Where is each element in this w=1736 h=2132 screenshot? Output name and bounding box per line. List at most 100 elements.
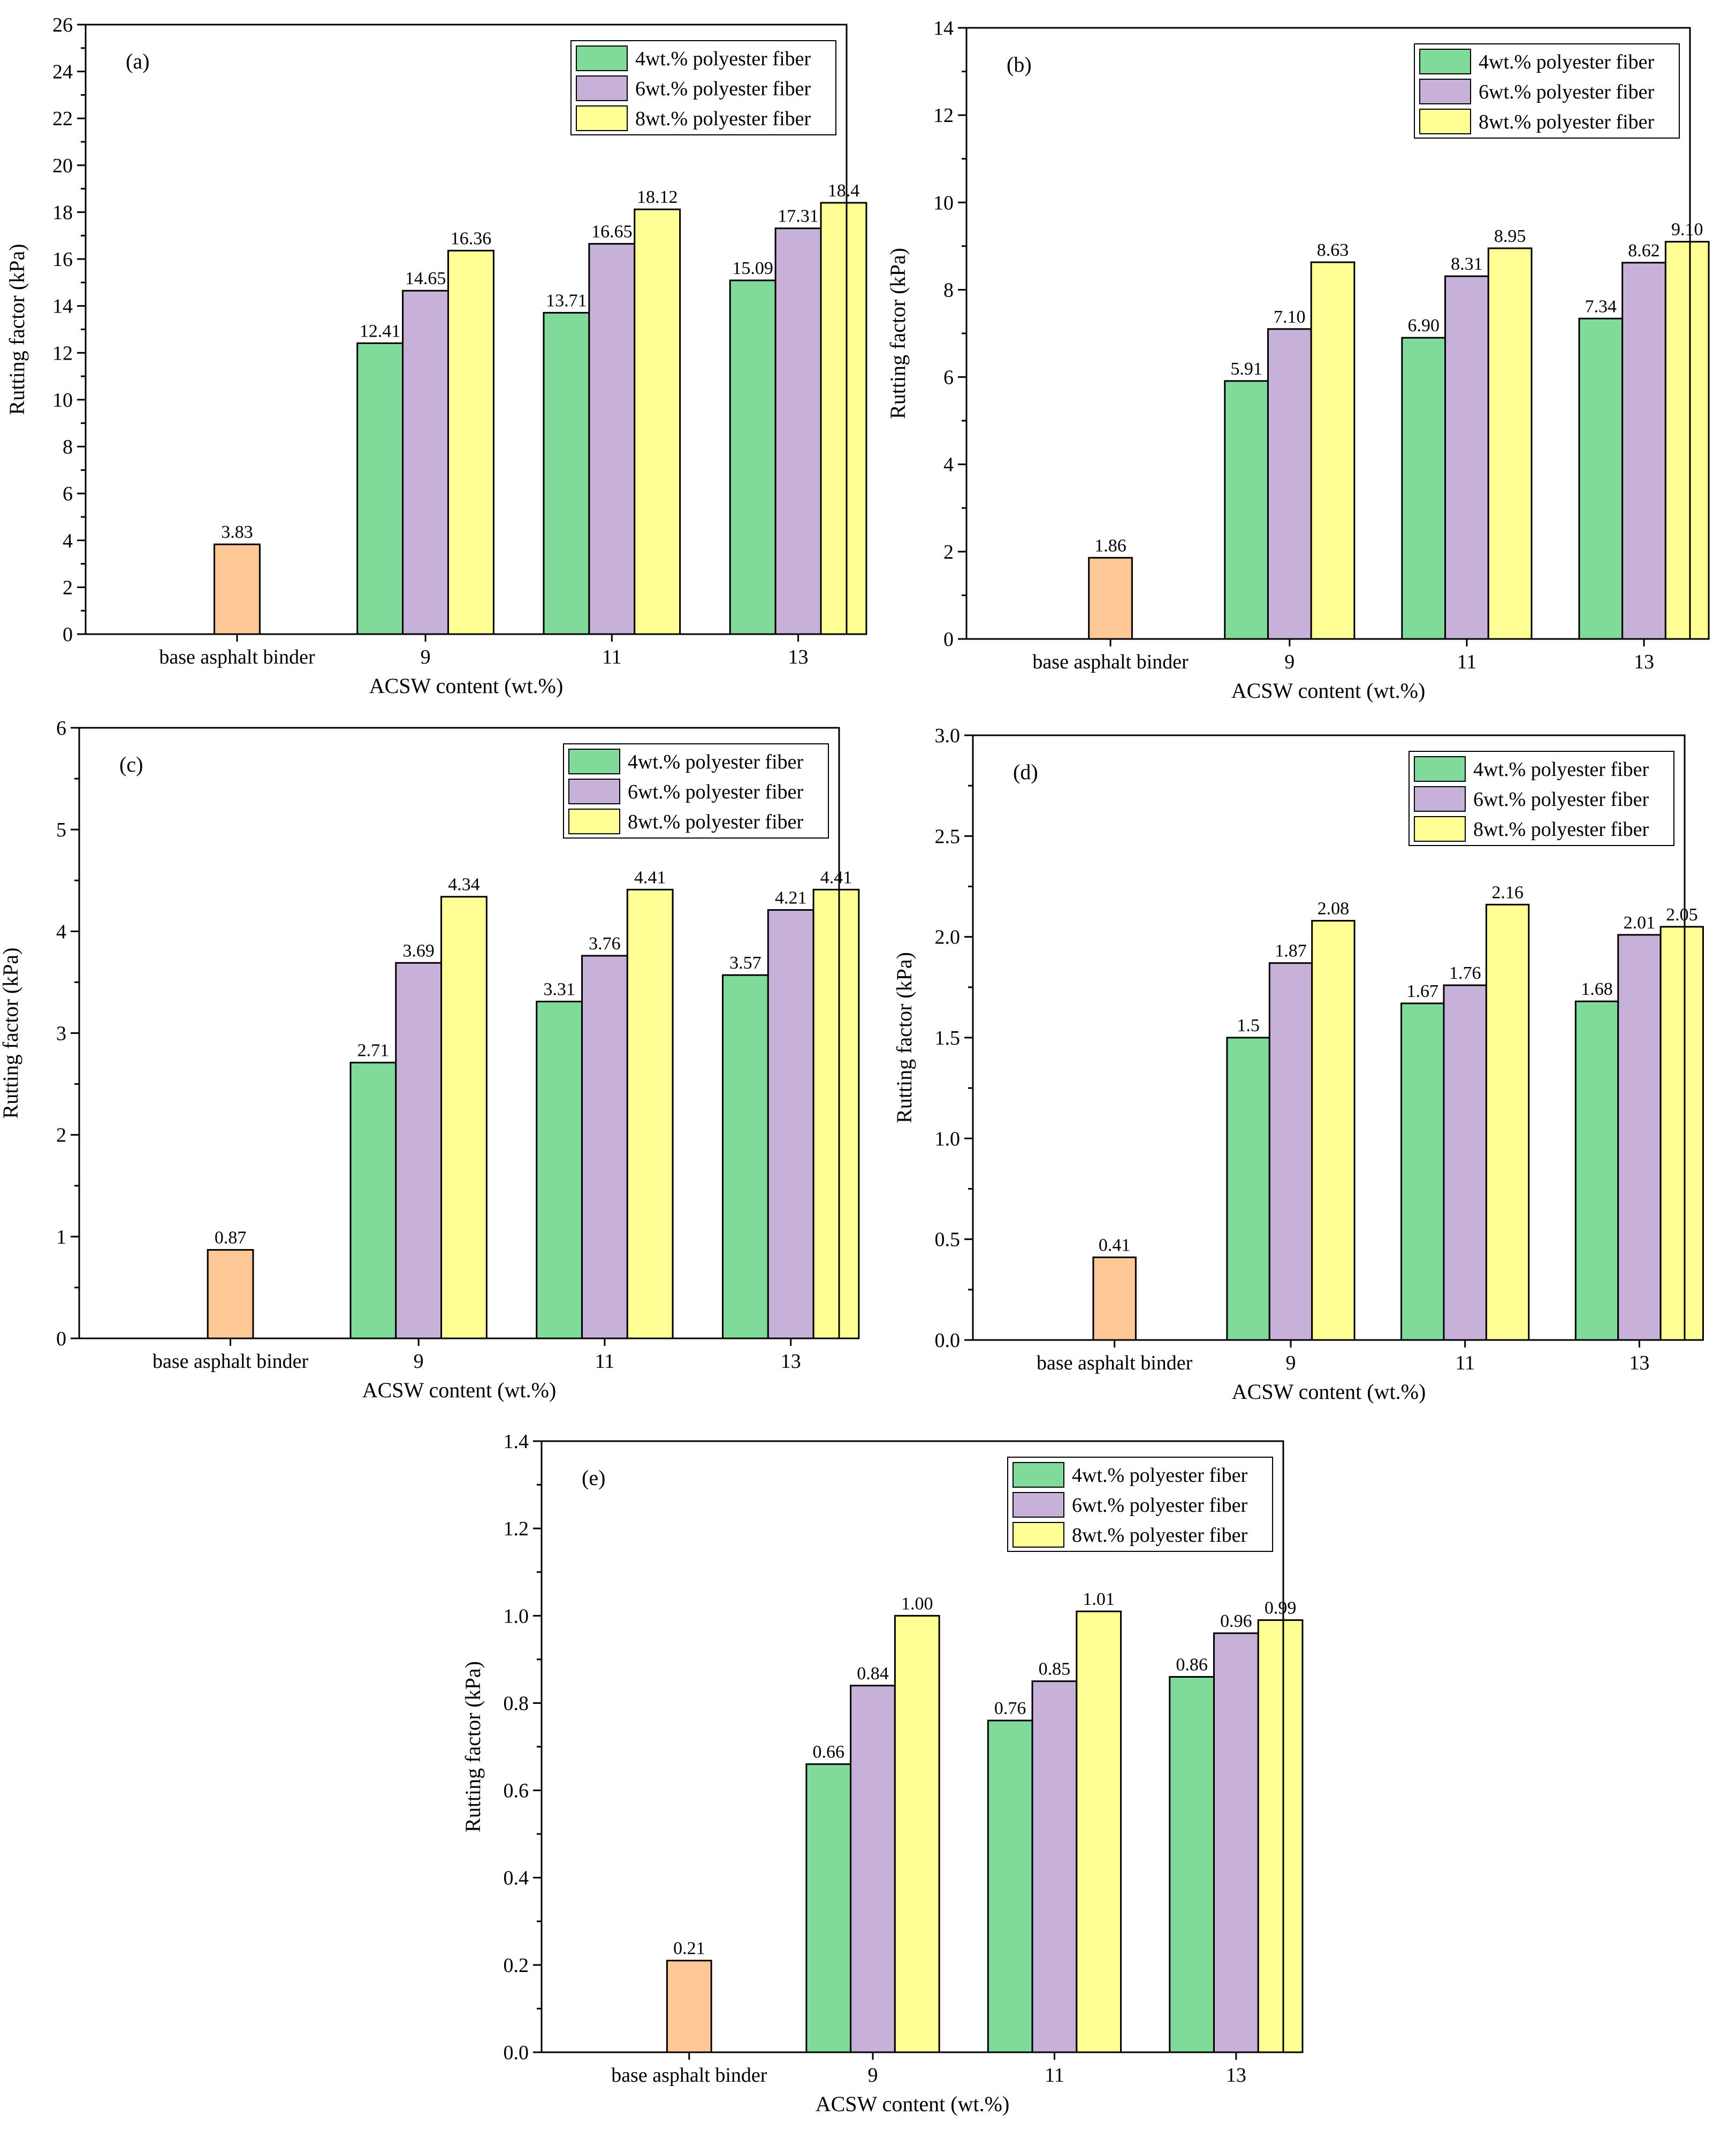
y-axis-title: Rutting factor (kPa): [461, 1661, 485, 1832]
x-tick-label: 9: [867, 2064, 878, 2087]
y-tick-label: 12: [933, 104, 954, 127]
data-label: 8.95: [1494, 226, 1526, 246]
x-tick-label: 9: [1285, 1352, 1296, 1374]
legend-swatch: [1419, 49, 1471, 74]
legend-label: 6wt.% polyester fiber: [1072, 1494, 1248, 1517]
bar-8wt-acsw-13: [1659, 926, 1704, 1341]
y-tick-label: 0.5: [935, 1229, 961, 1251]
y-tick-label: 1: [56, 1226, 66, 1248]
panel-label: (a): [126, 49, 149, 73]
y-tick-label: 0: [943, 628, 954, 651]
bar-4wt-acsw-11: [987, 1719, 1033, 2053]
y-tick-label: 3: [56, 1023, 66, 1045]
bar-4wt-acsw-13: [1169, 1676, 1215, 2053]
y-tick-label: 3.0: [935, 725, 961, 747]
y-tick-label: 8: [943, 279, 954, 301]
data-label: 4.21: [775, 888, 807, 908]
y-tick-label: 0: [56, 1328, 66, 1350]
y-tick-label: 16: [52, 248, 73, 271]
bar-6wt-acsw-9: [1267, 328, 1312, 640]
bar-8wt-acsw-13: [820, 202, 867, 635]
data-label: 2.71: [357, 1041, 390, 1061]
bar-6wt-acsw-9: [402, 290, 450, 635]
data-label: 0.86: [1176, 1655, 1208, 1674]
bar-6wt-acsw-11: [588, 243, 636, 635]
x-tick-label: 13: [1634, 651, 1654, 673]
data-label: 0.66: [812, 1742, 844, 1762]
legend-label: 6wt.% polyester fiber: [1479, 81, 1655, 103]
y-tick-label: 0.6: [504, 1780, 529, 1802]
data-label: 17.31: [778, 207, 819, 226]
y-tick-label: 2: [63, 576, 73, 599]
x-tick-label: 11: [1457, 651, 1477, 673]
data-label: 0.96: [1220, 1611, 1252, 1631]
chart-panel-a: 3.83 12.41 13.71 15.09 14.65 16.65 17.31 16.36 1…: [5, 14, 867, 698]
y-tick-label: 4: [56, 920, 66, 943]
data-label: 4.41: [820, 867, 852, 887]
y-tick-label: 2: [56, 1124, 66, 1147]
y-tick-label: 10: [52, 389, 73, 412]
data-label: 0.84: [857, 1664, 889, 1684]
bar-4wt-acsw-13: [1574, 1000, 1619, 1341]
x-tick-label: 11: [595, 1350, 615, 1373]
bar-8wt-acsw-13: [1257, 1619, 1304, 2053]
legend: 4wt.% polyester fiber 6wt.% polyester fib…: [563, 743, 829, 839]
x-axis-title: ACSW content (wt.%): [816, 2092, 1010, 2116]
x-tick-label: 11: [1455, 1352, 1475, 1374]
data-label: 1.87: [1275, 941, 1307, 961]
y-tick-label: 0.0: [504, 2042, 529, 2064]
panel-label: (c): [119, 752, 143, 776]
data-label: 16.36: [451, 229, 492, 248]
chart-panel-b: 1.86 5.91 6.90 7.34 7.10 8.31 8.62 8.63 8.95 9.10…: [886, 17, 1710, 703]
data-label: 2.05: [1666, 905, 1698, 925]
data-label: 12.41: [360, 321, 401, 341]
data-label: 1.00: [901, 1594, 933, 1613]
y-tick-label: 22: [52, 108, 73, 130]
legend: 4wt.% polyester fiber 6wt.% polyester fib…: [570, 40, 836, 135]
legend-label: 8wt.% polyester fiber: [1479, 111, 1655, 133]
legend-swatch: [568, 749, 620, 774]
bar-6wt-acsw-11: [581, 955, 628, 1339]
bar-8wt-acsw-13: [1664, 241, 1710, 640]
data-label: 3.69: [402, 941, 435, 961]
y-tick-label: 4: [63, 530, 73, 552]
data-label: 9.10: [1671, 220, 1703, 240]
x-tick-label: base asphalt binder: [1037, 1352, 1193, 1374]
bar-8wt-acsw-9: [1310, 261, 1356, 640]
data-label-base: 0.41: [1099, 1236, 1131, 1255]
bar-6wt-acsw-9: [395, 962, 443, 1339]
y-axis-title: Rutting factor (kPa): [0, 948, 22, 1119]
bar-base-asphalt-binder: [214, 543, 261, 635]
bar-4wt-acsw-11: [1401, 337, 1446, 640]
data-label: 16.65: [591, 222, 633, 242]
legend-swatch: [568, 809, 620, 834]
legend-swatch: [1012, 1462, 1064, 1488]
data-label: 18.12: [637, 187, 678, 207]
bar-8wt-acsw-11: [626, 888, 674, 1339]
y-tick-label: 0.8: [504, 1692, 529, 1715]
legend: 4wt.% polyester fiber 6wt.% polyester fib…: [1408, 751, 1674, 846]
legend-label: 6wt.% polyester fiber: [628, 781, 804, 803]
data-label: 14.65: [405, 269, 446, 288]
legend-swatch: [576, 75, 628, 101]
legend-swatch: [576, 105, 628, 131]
data-label: 1.67: [1407, 981, 1439, 1001]
bar-4wt-acsw-9: [1226, 1037, 1270, 1341]
bar-4wt-acsw-13: [1578, 317, 1624, 640]
y-tick-label: 0.0: [935, 1329, 961, 1352]
data-label: 1.01: [1083, 1589, 1115, 1609]
bar-4wt-acsw-11: [543, 311, 590, 635]
legend-label: 8wt.% polyester fiber: [1473, 818, 1649, 841]
data-label: 3.76: [589, 934, 621, 954]
data-label-base: 3.83: [221, 522, 253, 542]
x-tick-label: 13: [1226, 2064, 1246, 2087]
bar-4wt-acsw-9: [356, 342, 404, 635]
y-tick-label: 5: [56, 819, 66, 841]
y-tick-label: 2.0: [935, 926, 961, 949]
y-tick-label: 20: [52, 155, 73, 177]
x-tick-label: 9: [414, 1350, 424, 1373]
legend-label: 4wt.% polyester fiber: [1473, 758, 1649, 781]
legend-label: 8wt.% polyester fiber: [635, 108, 811, 130]
legend-swatch: [1414, 786, 1466, 812]
